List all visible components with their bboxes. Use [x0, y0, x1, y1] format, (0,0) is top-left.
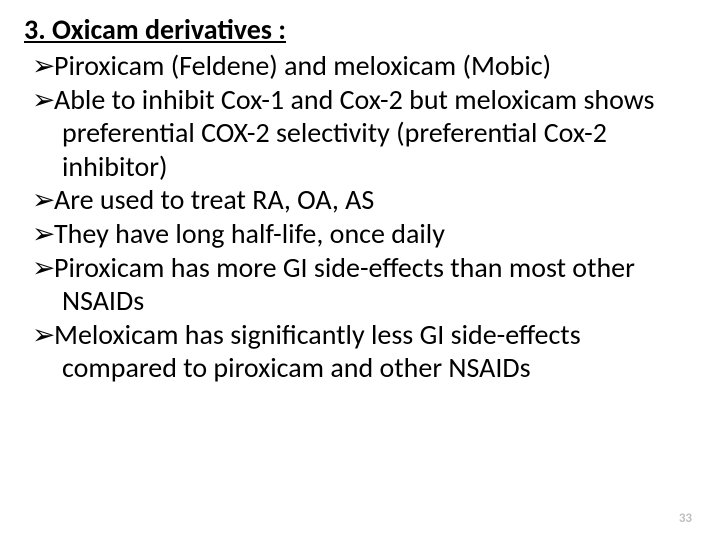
bullet-arrow-icon: ➢	[32, 83, 54, 117]
list-item-text: Are used to treat RA, OA, AS	[54, 182, 374, 217]
section-heading: 3. Oxicam derivatives :	[24, 12, 696, 47]
list-item: ➢Meloxicam has significantly less GI sid…	[32, 318, 696, 385]
list-item: ➢Are used to treat RA, OA, AS	[32, 183, 696, 217]
bullet-arrow-icon: ➢	[32, 251, 54, 285]
page-number: 33	[679, 511, 692, 526]
bullet-arrow-icon: ➢	[32, 183, 54, 217]
bullet-arrow-icon: ➢	[32, 217, 54, 251]
list-item: ➢Able to inhibit Cox-1 and Cox-2 but mel…	[32, 83, 696, 184]
list-item: ➢Piroxicam has more GI side-effects than…	[32, 251, 696, 318]
list-item-text: Piroxicam has more GI side-effects than …	[54, 250, 635, 319]
list-item: ➢Piroxicam (Feldene) and meloxicam (Mobi…	[32, 49, 696, 83]
bullet-arrow-icon: ➢	[32, 318, 54, 352]
list-item-text: Meloxicam has significantly less GI side…	[54, 317, 581, 386]
list-item-text: Piroxicam (Feldene) and meloxicam (Mobic…	[54, 48, 551, 83]
list-item: ➢They have long half-life, once daily	[32, 217, 696, 251]
list-item-text: Able to inhibit Cox-1 and Cox-2 but melo…	[54, 82, 655, 184]
bullet-arrow-icon: ➢	[32, 49, 54, 83]
list-item-text: They have long half-life, once daily	[54, 216, 445, 251]
bullet-list: ➢Piroxicam (Feldene) and meloxicam (Mobi…	[24, 49, 696, 385]
